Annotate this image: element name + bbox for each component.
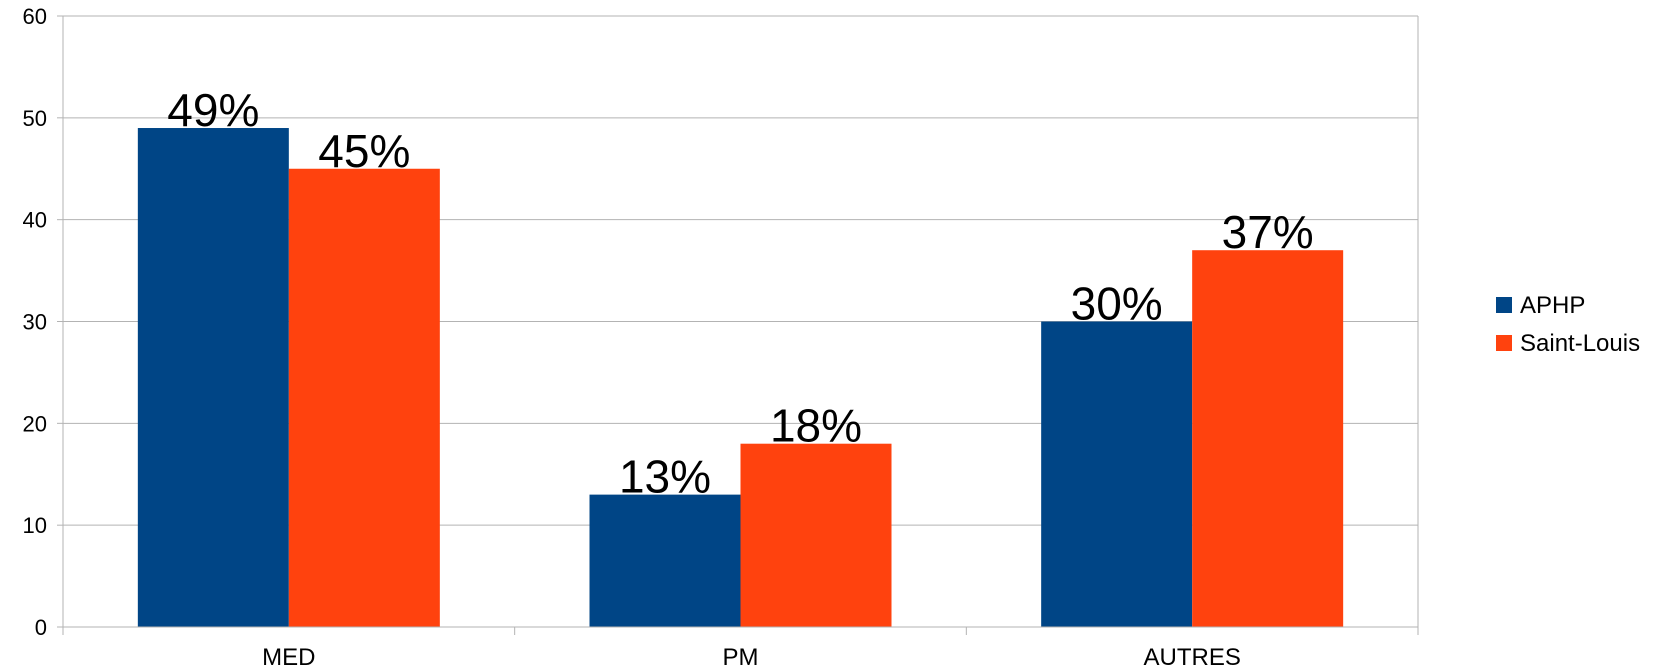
bar-aphp-pm	[589, 494, 741, 627]
legend-label: Saint-Louis	[1520, 330, 1640, 357]
data-label: 13%	[619, 451, 711, 503]
data-label: 49%	[167, 84, 259, 136]
legend-swatch	[1496, 297, 1512, 313]
bar-saint-louis-med	[288, 168, 440, 627]
data-label: 37%	[1222, 206, 1314, 258]
y-tick-label: 40	[23, 208, 47, 233]
bar-aphp-med	[137, 128, 289, 627]
bar-aphp-autres	[1041, 321, 1193, 627]
x-category-label: AUTRES	[1143, 644, 1240, 671]
y-tick-label: 20	[23, 411, 47, 436]
data-label: 45%	[318, 125, 410, 177]
y-tick-label: 30	[23, 310, 47, 335]
y-tick-label: 50	[23, 106, 47, 131]
legend: APHP Saint-Louis	[1496, 292, 1640, 357]
bars	[137, 128, 1344, 627]
y-tick-label: 0	[35, 615, 47, 640]
y-tick-label: 10	[23, 513, 47, 538]
x-category-label: PM	[723, 644, 759, 671]
data-label: 18%	[770, 400, 862, 452]
y-tick-label: 60	[23, 4, 47, 29]
y-axis-ticks: 0 10 20 30 40 50 60	[23, 4, 63, 640]
bar-saint-louis-pm	[740, 443, 892, 627]
legend-swatch	[1496, 335, 1512, 351]
bar-saint-louis-autres	[1192, 250, 1344, 627]
axes	[62, 16, 1419, 635]
x-category-label: MED	[262, 644, 315, 671]
data-label: 30%	[1071, 278, 1163, 330]
data-labels: 49% 45% 13% 18% 30% 37%	[167, 84, 1313, 503]
x-axis-categories: MED PM AUTRES	[262, 644, 1241, 671]
legend-label: APHP	[1520, 292, 1585, 319]
